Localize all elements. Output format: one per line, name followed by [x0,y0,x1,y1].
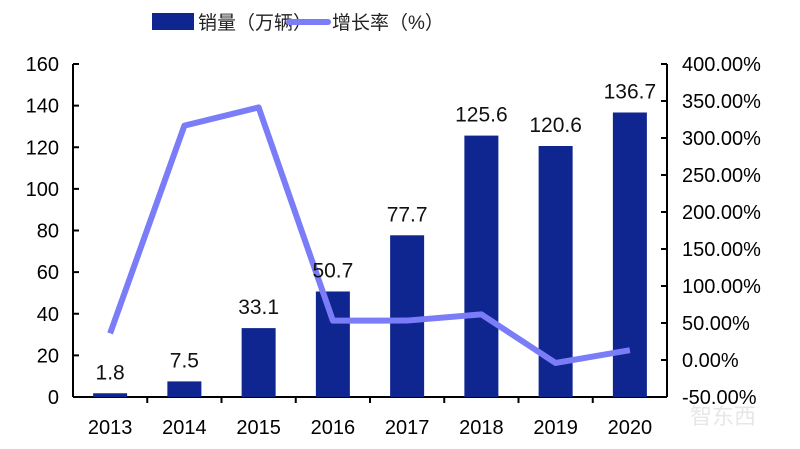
x-tick-label: 2015 [236,417,281,439]
x-tick-label: 2020 [608,417,653,439]
left-tick-label: 20 [37,345,59,367]
bar-2014 [167,381,201,397]
watermark: 智东西 [690,404,756,429]
x-tick-label: 2018 [459,417,504,439]
legend: 销量（万辆） 增长率（%） [152,12,444,34]
data-label: 7.5 [170,349,199,372]
data-label: 1.8 [96,361,125,384]
bar-2017 [390,235,424,397]
x-tick-label: 2013 [88,417,133,439]
data-label: 33.1 [238,296,279,319]
right-tick-label: 150.00% [682,239,761,261]
left-tick-label: 160 [26,54,59,76]
right-tick-label: 350.00% [682,91,761,113]
right-tick-label: 200.00% [682,202,761,224]
right-tick-label: 300.00% [682,128,761,150]
right-tick-label: 100.00% [682,276,761,298]
right-tick-label: 400.00% [682,54,761,76]
x-tick-label: 2017 [385,417,430,439]
data-label: 125.6 [455,104,508,127]
bar-2013 [93,393,127,397]
bar-2015 [242,328,276,397]
left-tick-label: 60 [37,262,59,284]
x-tick-label: 2019 [533,417,578,439]
right-tick-label: 0.00% [682,350,739,372]
bar-2016 [316,291,350,397]
data-label: 136.7 [604,80,657,103]
left-tick-label: 40 [37,304,59,326]
data-label: 50.7 [312,259,353,282]
x-tick-label: 2016 [311,417,356,439]
bar-2018 [464,136,498,397]
x-tick-label: 2014 [162,417,207,439]
legend-swatch-sales [152,13,194,30]
data-label: 77.7 [387,203,428,226]
left-tick-label: 100 [26,179,59,201]
left-tick-label: 0 [48,387,59,409]
right-tick-label: 250.00% [682,165,761,187]
left-tick-label: 80 [37,221,59,243]
data-label: 120.6 [529,114,582,137]
left-tick-label: 120 [26,137,59,159]
right-tick-label: 50.00% [682,313,750,335]
left-tick-label: 140 [26,96,59,118]
legend-label-growth: 增长率（%） [332,12,444,34]
